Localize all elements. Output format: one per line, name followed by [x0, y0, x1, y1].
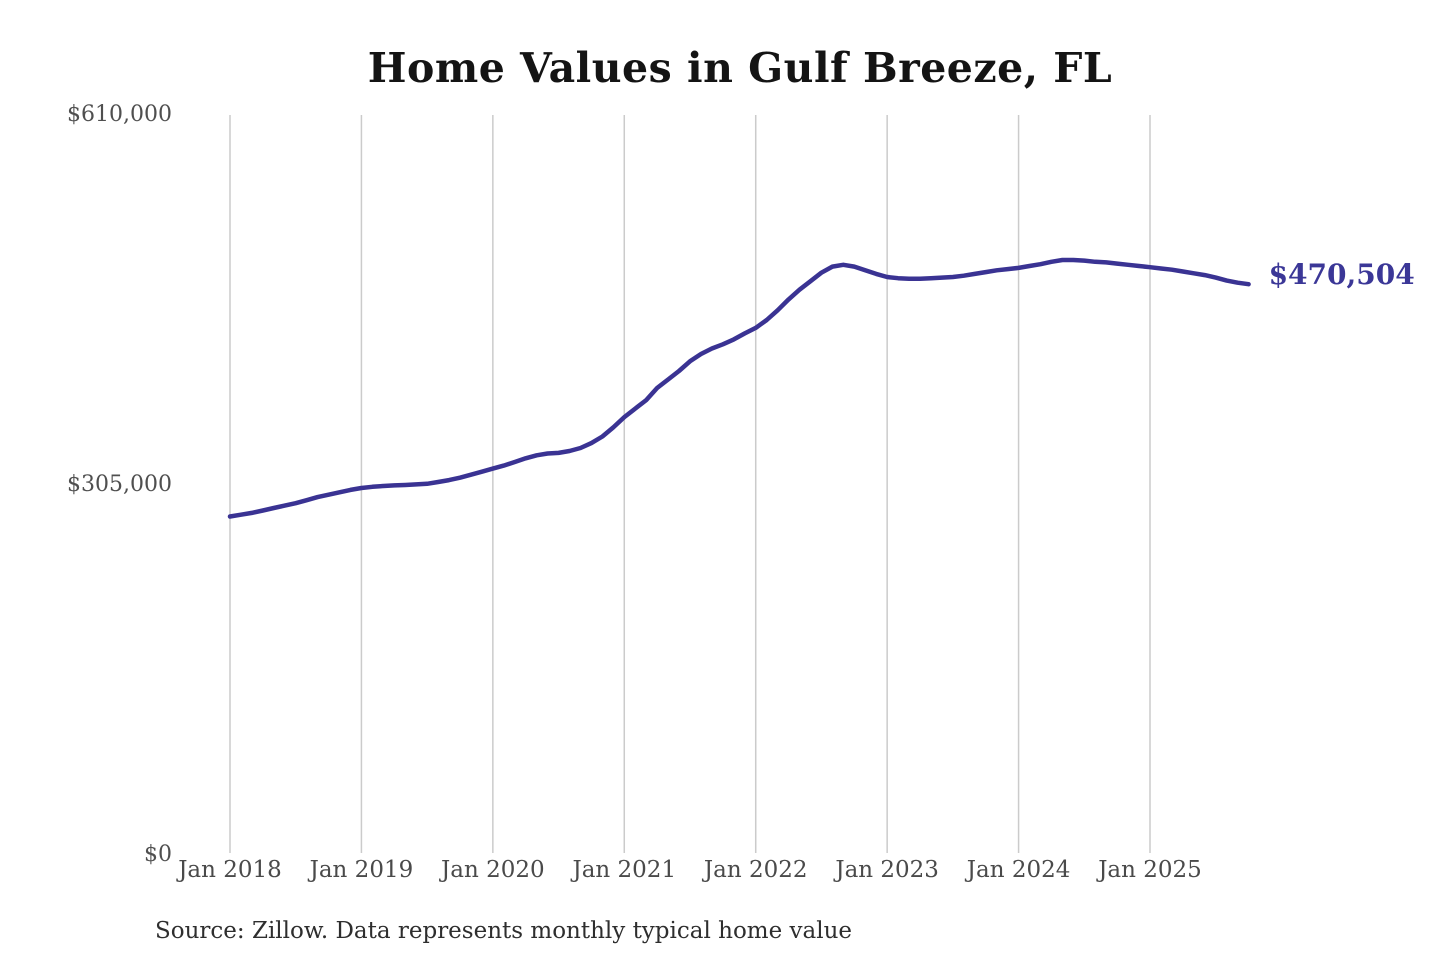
x-axis-tick-label: Jan 2023 — [835, 857, 939, 883]
x-axis-tick-label: Jan 2019 — [309, 857, 414, 883]
source-note: Source: Zillow. Data represents monthly … — [155, 918, 853, 944]
gridlines-group — [229, 115, 1151, 853]
x-axis-tick-label: Jan 2024 — [966, 857, 1071, 883]
y-axis-tick-label: $305,000 — [67, 472, 172, 497]
y-axis-tick-label: $610,000 — [67, 102, 172, 127]
x-axis-tick-label: Jan 2022 — [703, 857, 808, 883]
latest-value-label: $470,504 — [1268, 258, 1415, 292]
home-value-line-series — [227, 257, 1251, 519]
x-axis-tick-label: Jan 2020 — [441, 857, 545, 883]
x-axis-tick-label: Jan 2021 — [572, 857, 677, 883]
x-axis-tick-label: Jan 2025 — [1098, 857, 1202, 883]
chart-title: Home Values in Gulf Breeze, FL — [367, 44, 1113, 92]
y-axis-tick-label: $0 — [144, 842, 172, 867]
x-axis-tick-label: Jan 2018 — [178, 857, 282, 883]
